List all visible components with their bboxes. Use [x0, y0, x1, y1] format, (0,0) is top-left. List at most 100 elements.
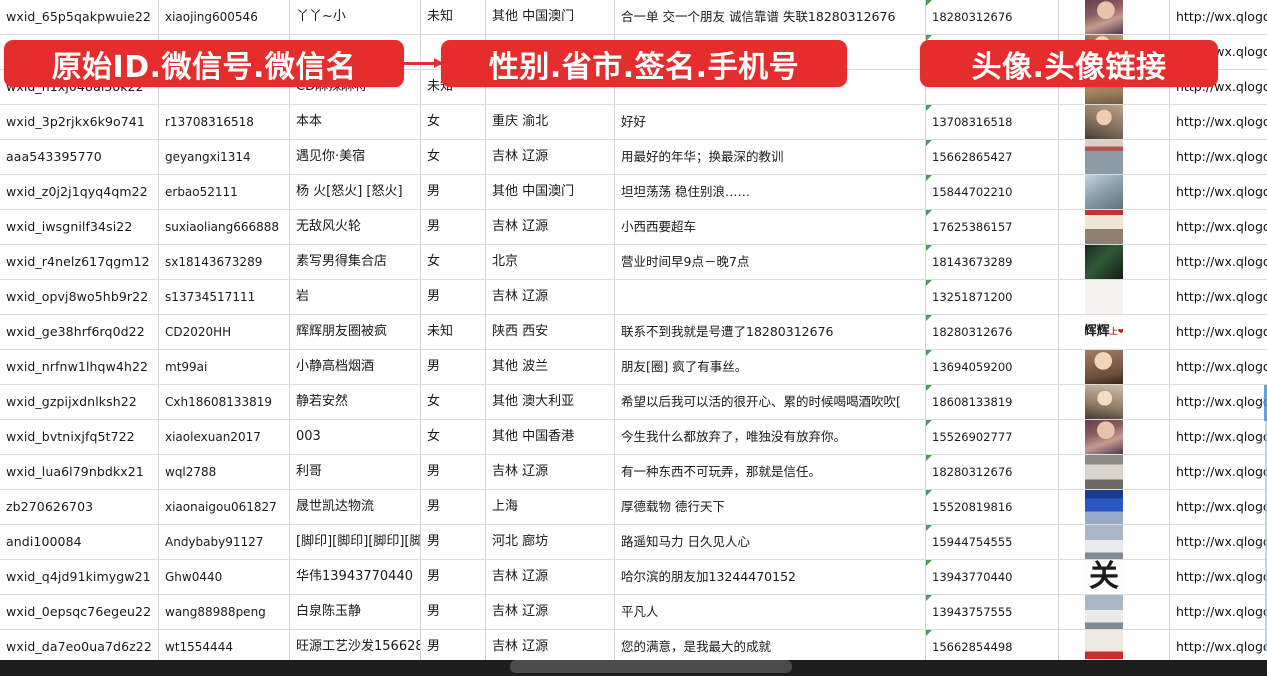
- cell-wechat-name[interactable]: 杨 火[怒火] [怒火]: [289, 174, 421, 210]
- cell-avatar-url[interactable]: http://wx.qlogo.cn/mmhead: [1169, 454, 1267, 490]
- cell-wechat-name[interactable]: 晟世凯达物流: [289, 489, 421, 525]
- horizontal-scrollbar[interactable]: [0, 660, 1267, 676]
- cell-wechat-id[interactable]: CD2020HH: [158, 314, 290, 350]
- cell-avatar[interactable]: 关: [1058, 559, 1170, 595]
- cell-avatar-url[interactable]: http://wx.qlogo.cn/mmhead: [1169, 104, 1267, 140]
- cell-gender[interactable]: 男: [420, 524, 486, 560]
- cell-wechat-id[interactable]: s13734517111: [158, 279, 290, 315]
- cell-avatar[interactable]: [1058, 384, 1170, 420]
- cell-original-id[interactable]: wxid_bvtnixjfq5t722: [0, 419, 159, 455]
- cell-wechat-id[interactable]: mt99ai: [158, 349, 290, 385]
- cell-phone[interactable]: 15662865427: [925, 139, 1059, 175]
- cell-wechat-name[interactable]: 静若安然: [289, 384, 421, 420]
- cell-phone[interactable]: 13251871200: [925, 279, 1059, 315]
- cell-wechat-id[interactable]: xiaojing600546: [158, 0, 290, 35]
- table-row[interactable]: wxid_opvj8wo5hb9r22 s13734517111 岩男吉林 辽源 13…: [0, 279, 1267, 315]
- cell-region[interactable]: 重庆 渝北: [485, 104, 615, 140]
- cell-phone[interactable]: 13943770440: [925, 559, 1059, 595]
- cell-phone[interactable]: 15662854498: [925, 629, 1059, 665]
- cell-avatar[interactable]: [1058, 349, 1170, 385]
- cell-avatar-url[interactable]: http://wx.qlogo.cn/mmhead: [1169, 594, 1267, 630]
- cell-signature[interactable]: 路遥知马力 日久见人心: [614, 524, 926, 560]
- cell-gender[interactable]: 未知: [420, 0, 486, 35]
- table-row[interactable]: wxid_nrfnw1lhqw4h22 mt99ai 小静高档烟酒男其他 波兰 朋友[…: [0, 349, 1267, 385]
- cell-phone[interactable]: 15520819816: [925, 489, 1059, 525]
- cell-original-id[interactable]: wxid_da7eo0ua7d6z22: [0, 629, 159, 665]
- cell-wechat-name[interactable]: 小静高档烟酒: [289, 349, 421, 385]
- cell-signature[interactable]: 营业时间早9点－晚7点: [614, 244, 926, 280]
- horizontal-scrollbar-thumb[interactable]: [510, 660, 792, 673]
- cell-wechat-id[interactable]: wql2788: [158, 454, 290, 490]
- cell-wechat-name[interactable]: 华伟13943770440: [289, 559, 421, 595]
- cell-region[interactable]: 其他 中国香港: [485, 419, 615, 455]
- cell-region[interactable]: 其他 波兰: [485, 349, 615, 385]
- cell-avatar[interactable]: [1058, 279, 1170, 315]
- cell-avatar-url[interactable]: http://wx.qlogo.cn/mmhead: [1169, 174, 1267, 210]
- cell-avatar-url[interactable]: http://wx.qlogo.cn/mmhead: [1169, 524, 1267, 560]
- cell-wechat-name[interactable]: 岩: [289, 279, 421, 315]
- cell-gender[interactable]: 男: [420, 454, 486, 490]
- cell-gender[interactable]: 男: [420, 349, 486, 385]
- cell-avatar-url[interactable]: http://wx.qlogo.cn/mmhead: [1169, 0, 1267, 35]
- cell-signature[interactable]: 朋友[圈] 疯了有事丝。: [614, 349, 926, 385]
- cell-avatar-url[interactable]: http://wx.qlogo.cn/mmhead: [1169, 384, 1267, 420]
- cell-wechat-name[interactable]: 遇见你·美宿: [289, 139, 421, 175]
- cell-signature[interactable]: 您的满意，是我最大的成就: [614, 629, 926, 665]
- cell-gender[interactable]: 女: [420, 384, 486, 420]
- table-row[interactable]: wxid_3p2rjkx6k9o741 r13708316518 本本女重庆 渝北好…: [0, 104, 1267, 140]
- cell-original-id[interactable]: wxid_gzpijxdnlksh22: [0, 384, 159, 420]
- cell-gender[interactable]: 男: [420, 489, 486, 525]
- cell-avatar-url[interactable]: http://wx.qlogo.cn/mmhead: [1169, 559, 1267, 595]
- cell-wechat-id[interactable]: wt1554444: [158, 629, 290, 665]
- cell-avatar[interactable]: [1058, 139, 1170, 175]
- table-row[interactable]: wxid_65p5qakpwuie22 xiaojing600546 丫丫~小 未知其…: [0, 0, 1267, 35]
- cell-wechat-id[interactable]: xiaonaigou061827: [158, 489, 290, 525]
- cell-signature[interactable]: 坦坦荡荡 稳住别浪……: [614, 174, 926, 210]
- cell-gender[interactable]: 女: [420, 139, 486, 175]
- cell-phone[interactable]: 13694059200: [925, 349, 1059, 385]
- cell-signature[interactable]: 合一单 交一个朋友 诚信靠谱 失联18280312676: [614, 0, 926, 35]
- cell-original-id[interactable]: wxid_lua6l79nbdkx21: [0, 454, 159, 490]
- cell-phone[interactable]: 18280312676: [925, 454, 1059, 490]
- table-row[interactable]: wxid_iwsgnilf34si22 suxiaoliang666888 无敌风火…: [0, 209, 1267, 245]
- table-row[interactable]: wxid_lua6l79nbdkx21 wql2788 利哥男吉林 辽源 有一种东西不…: [0, 454, 1267, 490]
- cell-signature[interactable]: 用最好的年华；换最深的教训: [614, 139, 926, 175]
- cell-original-id[interactable]: andi100084: [0, 524, 159, 560]
- cell-avatar[interactable]: 辉辉 上❤: [1058, 314, 1170, 350]
- cell-avatar-url[interactable]: http://wx.qlogo.cn/mmhead: [1169, 629, 1267, 665]
- cell-wechat-id[interactable]: geyangxi1314: [158, 139, 290, 175]
- cell-phone[interactable]: 18608133819: [925, 384, 1059, 420]
- cell-original-id[interactable]: wxid_0epsqc76egeu22: [0, 594, 159, 630]
- cell-original-id[interactable]: wxid_3p2rjkx6k9o741: [0, 104, 159, 140]
- cell-original-id[interactable]: aaa543395770: [0, 139, 159, 175]
- table-row[interactable]: wxid_da7eo0ua7d6z22wt1554444旺源工艺沙发156628…: [0, 629, 1267, 665]
- table-row[interactable]: aaa543395770 geyangxi1314 遇见你·美宿女吉林 辽源 用最好的…: [0, 139, 1267, 175]
- cell-wechat-id[interactable]: wang88988peng: [158, 594, 290, 630]
- cell-signature[interactable]: 小西西要超车: [614, 209, 926, 245]
- cell-wechat-name[interactable]: 本本: [289, 104, 421, 140]
- cell-gender[interactable]: 男: [420, 629, 486, 665]
- cell-region[interactable]: 吉林 辽源: [485, 594, 615, 630]
- cell-wechat-id[interactable]: xiaolexuan2017: [158, 419, 290, 455]
- cell-original-id[interactable]: wxid_z0j2j1qyq4qm22: [0, 174, 159, 210]
- cell-wechat-id[interactable]: Andybaby91127: [158, 524, 290, 560]
- cell-wechat-name[interactable]: 白泉陈玉静: [289, 594, 421, 630]
- cell-wechat-id[interactable]: suxiaoliang666888: [158, 209, 290, 245]
- cell-phone[interactable]: 18280312676: [925, 0, 1059, 35]
- table-row[interactable]: wxid_q4jd91kimygw21 Ghw0440 华伟13943770440 男…: [0, 559, 1267, 595]
- table-row[interactable]: wxid_0epsqc76egeu22 wang88988peng 白泉陈玉静男吉林…: [0, 594, 1267, 630]
- cell-signature[interactable]: 好好: [614, 104, 926, 140]
- cell-wechat-name[interactable]: 003: [289, 419, 421, 455]
- cell-wechat-name[interactable]: 利哥: [289, 454, 421, 490]
- cell-gender[interactable]: 女: [420, 244, 486, 280]
- cell-original-id[interactable]: wxid_nrfnw1lhqw4h22: [0, 349, 159, 385]
- cell-signature[interactable]: 平凡人: [614, 594, 926, 630]
- cell-region[interactable]: 河北 廊坊: [485, 524, 615, 560]
- cell-gender[interactable]: 男: [420, 594, 486, 630]
- cell-avatar-url[interactable]: http://wx.qlogo.cn/mmhead: [1169, 244, 1267, 280]
- cell-region[interactable]: 其他 中国澳门: [485, 174, 615, 210]
- cell-wechat-name[interactable]: 丫丫~小: [289, 0, 421, 35]
- cell-avatar-url[interactable]: http://wx.qlogo.cn/mmhead: [1169, 139, 1267, 175]
- cell-signature[interactable]: 哈尔滨的朋友加13244470152: [614, 559, 926, 595]
